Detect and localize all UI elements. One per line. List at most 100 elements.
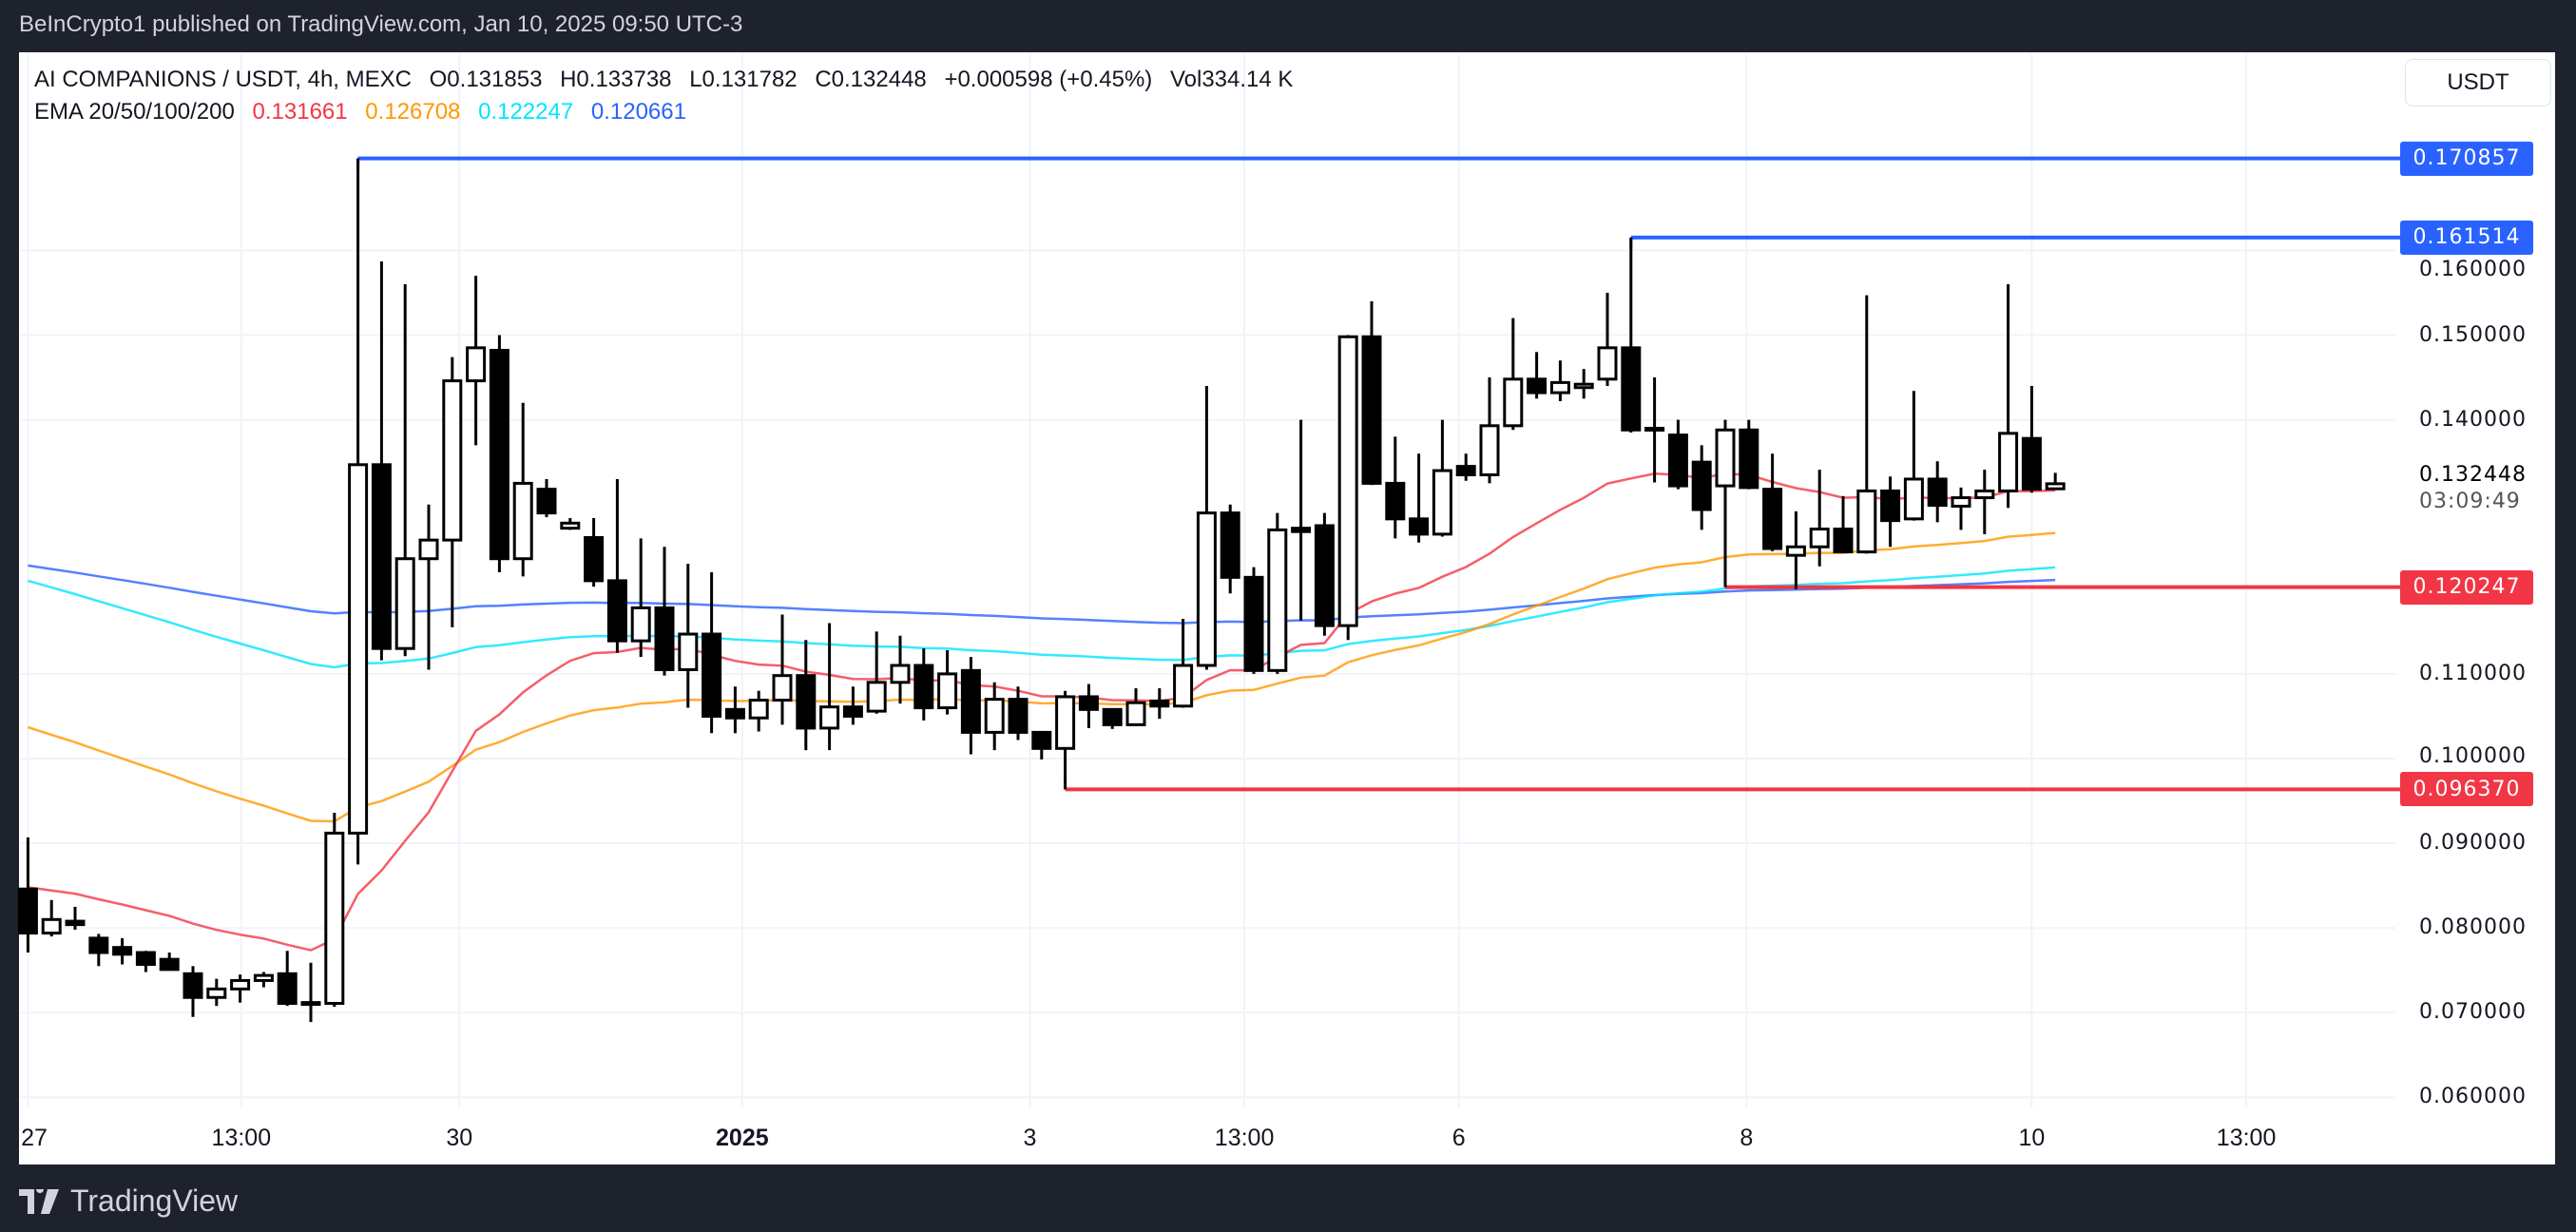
ema200-value: 0.120661 (590, 99, 686, 125)
ohlc-high: H0.133738 (560, 67, 672, 92)
candle-up (41, 917, 62, 935)
candle-down (1385, 481, 1406, 521)
candle-down (584, 535, 605, 583)
candle-down (1409, 517, 1430, 536)
last-price-label: 0.132448 (2419, 462, 2527, 487)
price-tick: 0.100000 (2419, 744, 2527, 769)
candle-down (1621, 346, 1642, 432)
time-tick: 13:00 (2216, 1125, 2277, 1151)
candle-down (1291, 527, 1312, 533)
candle-up (1267, 528, 1288, 672)
candle-up (348, 463, 369, 835)
candle-up (1998, 432, 2019, 492)
candle-up (1173, 664, 1194, 708)
ema200-line (28, 564, 2056, 625)
candle-up (1951, 496, 1971, 508)
candle-down (183, 972, 203, 999)
candle-down (1031, 730, 1052, 750)
candle-down (654, 606, 675, 671)
candle-up (1337, 335, 1358, 627)
resistance-price-label[interactable]: 0.170857 (2400, 141, 2533, 176)
candle-up (206, 987, 227, 999)
candle-up (1644, 427, 1665, 433)
candle-down (1243, 575, 1264, 672)
ema100-value: 0.122247 (478, 99, 574, 125)
ema-label[interactable]: EMA 20/50/100/200 (34, 99, 235, 125)
candle-down (1927, 477, 1948, 508)
support-price-label[interactable]: 0.120247 (2400, 569, 2533, 605)
candle-up (2045, 482, 2066, 491)
candle-down (1880, 489, 1901, 523)
candle-down (1102, 707, 1123, 726)
candle-up (1125, 701, 1146, 726)
candle-down (842, 705, 863, 718)
candle-up (1196, 511, 1217, 667)
ohlc-low: L0.131782 (689, 67, 798, 92)
candle-up (560, 521, 581, 530)
candle-down (135, 951, 156, 967)
price-tick: 0.090000 (2419, 831, 2527, 856)
candle-up (772, 674, 793, 703)
candle-down (702, 632, 722, 718)
candle-down (1667, 433, 1688, 488)
resistance-price-label[interactable]: 0.161514 (2400, 220, 2533, 255)
price-tick: 0.110000 (2419, 661, 2527, 685)
time-tick: 8 (1740, 1125, 1754, 1151)
ohlc-open: O0.131853 (429, 67, 543, 92)
candle-down (1008, 698, 1028, 734)
candle-up (1856, 489, 1877, 554)
candle-up (1549, 380, 1570, 395)
symbol-legend: AI COMPANIONS / USDT, 4h, MEXC O0.131853… (34, 67, 1304, 93)
candle-down (1149, 699, 1170, 708)
ema-legend: EMA 20/50/100/200 0.131661 0.126708 0.12… (34, 99, 698, 125)
candle-up (1479, 424, 1500, 477)
candle-up (1597, 346, 1618, 381)
candle-down (1314, 524, 1335, 627)
candle-up (394, 557, 415, 650)
candle-up (890, 664, 911, 684)
candle-down (796, 674, 817, 730)
candle-down (1078, 695, 1099, 711)
branding-text: TradingView (70, 1184, 239, 1218)
candle-down (88, 936, 109, 954)
candle-down (1361, 335, 1382, 485)
time-tick: 10 (2018, 1125, 2046, 1151)
candle-up (866, 681, 887, 713)
candle-up (466, 346, 487, 383)
time-tick: 2025 (716, 1125, 769, 1151)
tradingview-logo-icon (19, 1188, 59, 1214)
support-price-label[interactable]: 0.096370 (2400, 772, 2533, 807)
candle-down (1527, 377, 1548, 395)
candle-up (1809, 528, 1830, 549)
candle-down (1220, 511, 1240, 579)
currency-button[interactable]: USDT (2405, 59, 2551, 106)
candle-down (112, 946, 133, 956)
candle-up (324, 831, 345, 1005)
candle-down (1739, 428, 1759, 490)
ema50-value: 0.126708 (365, 99, 461, 125)
candle-up (678, 632, 699, 671)
candle-down (1455, 465, 1476, 477)
candle-up (1903, 477, 1924, 521)
candle-up (512, 481, 533, 561)
time-tick: 30 (446, 1125, 473, 1151)
candle-up (1573, 382, 1594, 390)
time-tick: 27 (21, 1125, 48, 1151)
candle-up (819, 705, 840, 730)
candle-down (489, 349, 509, 561)
time-tick: 13:00 (1214, 1125, 1275, 1151)
candle-up (1715, 428, 1736, 488)
candle-down (159, 957, 180, 972)
tradingview-logo[interactable]: TradingView (19, 1184, 238, 1219)
candle-up (300, 1001, 321, 1007)
candle-down (1833, 528, 1854, 554)
candle-up (1785, 545, 1806, 557)
candle-up (937, 672, 958, 710)
price-change: +0.000598 (+0.45%) (944, 67, 1153, 92)
candle-up (442, 379, 463, 542)
symbol-title[interactable]: AI COMPANIONS / USDT, 4h, MEXC (34, 67, 412, 92)
bar-countdown: 03:09:49 (2419, 489, 2521, 513)
ema20-value: 0.131661 (252, 99, 348, 125)
candle-up (253, 973, 274, 982)
